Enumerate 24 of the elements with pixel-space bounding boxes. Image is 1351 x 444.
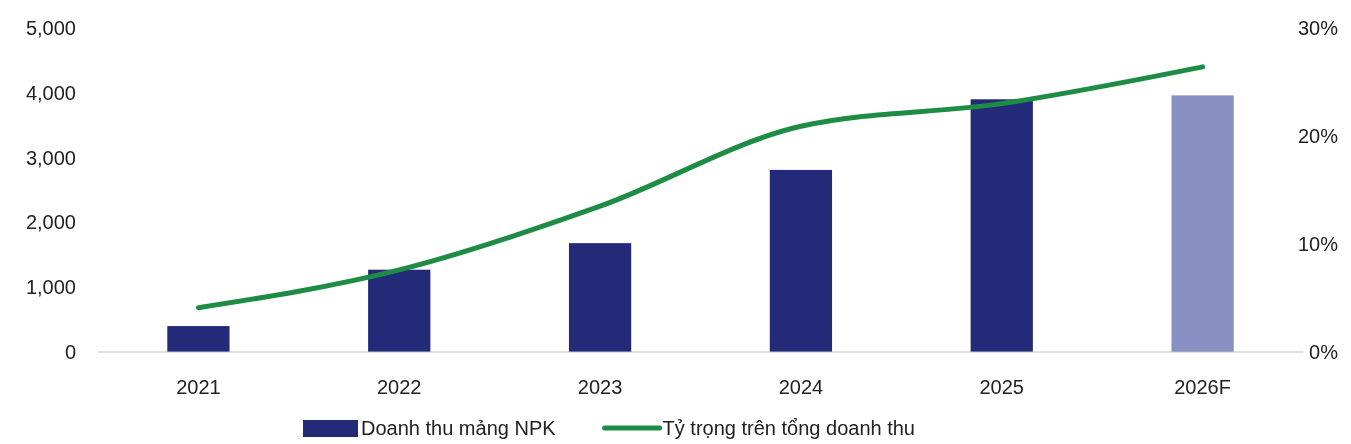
y-tick-label: 2,000 <box>25 211 76 234</box>
bar <box>970 99 1033 352</box>
x-tick-label: 2024 <box>778 376 824 398</box>
legend-label: Doanh thu mảng NPK <box>361 417 557 439</box>
bar <box>568 243 632 352</box>
y-tick-label: 5,000 <box>25 17 76 39</box>
y2-tick-label: 20% <box>1297 125 1339 147</box>
y2-tick-label: 30% <box>1297 17 1339 39</box>
y-tick-label: 1,000 <box>25 276 76 299</box>
bar <box>368 269 431 352</box>
y2-tick-label: 10% <box>1297 233 1339 255</box>
x-tick-label: 2023 <box>577 376 623 398</box>
y-tick-label: 0 <box>64 341 76 363</box>
y-tick-label: 4,000 <box>25 81 76 104</box>
x-tick-label: 2026F <box>1174 376 1231 398</box>
x-tick-label: 2025 <box>979 376 1024 398</box>
bar <box>167 326 230 352</box>
y2-tick-label: 0% <box>1309 341 1339 363</box>
legend-label: Tỷ trọng trên tổng doanh thu <box>662 417 916 439</box>
x-tick-label: 2021 <box>176 376 221 398</box>
x-tick-label: 2022 <box>377 376 422 398</box>
bar <box>1171 95 1234 352</box>
bar <box>769 169 833 352</box>
y-tick-label: 3,000 <box>25 146 76 169</box>
